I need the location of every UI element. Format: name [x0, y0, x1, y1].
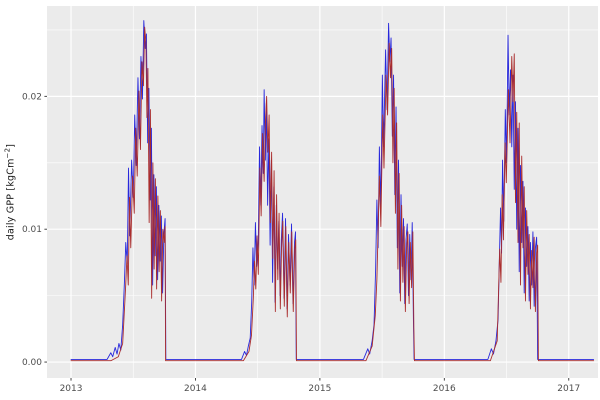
y-tick-label: 0.00: [22, 358, 42, 368]
plot-panel: [47, 6, 598, 378]
x-tick-label: 2015: [308, 384, 331, 394]
y-tick-label: 0.01: [22, 225, 42, 235]
series-red-line: [70, 26, 595, 362]
y-axis-title-text: daily GPP [kgCm: [5, 158, 17, 241]
x-tick-label: 2014: [184, 384, 207, 394]
y-axis-title-close-bracket: ]: [5, 143, 17, 148]
x-tick-label: 2017: [557, 384, 580, 394]
x-tick-label: 2016: [433, 384, 456, 394]
y-tick-label: 0.02: [22, 92, 42, 102]
y-axis-title: daily GPP [kgCm−2]: [3, 143, 17, 241]
y-axis-title-superscript: −2: [3, 147, 12, 159]
x-tick-label: 2013: [60, 384, 83, 394]
